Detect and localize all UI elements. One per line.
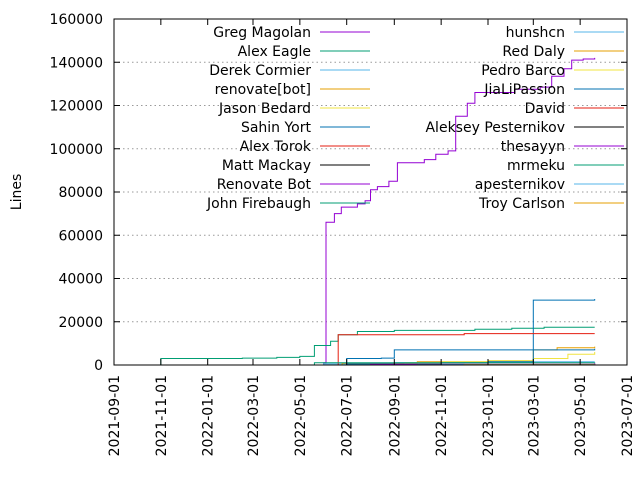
legend-label: Aleksey Pesternikov <box>425 120 565 136</box>
x-tick-label: 2021-09-01 <box>107 375 123 456</box>
series-line-6 <box>330 333 595 366</box>
y-tick-label: 120000 <box>50 99 103 115</box>
legend-label: Alex Eagle <box>238 44 311 60</box>
legend-label: Renovate Bot <box>217 177 312 193</box>
legend-label: mrmeku <box>507 158 565 174</box>
y-tick-label: 80000 <box>58 185 103 201</box>
x-tick-label: 2021-11-01 <box>154 375 170 456</box>
y-tick-label: 100000 <box>50 142 103 158</box>
grid-lines <box>114 61 627 323</box>
x-tick-label: 2023-05-01 <box>573 375 589 456</box>
legend-label: JiaLiPassion <box>483 82 565 98</box>
x-tick-label: 2022-11-01 <box>434 375 450 456</box>
y-tick-label: 20000 <box>58 315 103 331</box>
y-axis: 0 20000 40000 60000 80000 100000 120000 140000 1… <box>50 12 627 374</box>
x-tick-label: 2022-05-01 <box>293 375 309 456</box>
legend-label: Greg Magolan <box>213 25 311 41</box>
series-line-1 <box>155 326 595 366</box>
legend-label: Sahin Yort <box>241 120 312 136</box>
legend-label: Matt Mackay <box>222 158 311 174</box>
legend-label: David <box>525 101 565 117</box>
legend-label: renovate[bot] <box>215 82 311 98</box>
x-axis: 2021-09-01 2021-11-01 2022-01-01 2022-03-01… <box>107 19 636 456</box>
legend-label: John Firebaugh <box>206 196 311 212</box>
legend-label: thesayyn <box>501 139 565 155</box>
x-tick-label: 2023-03-01 <box>526 375 542 456</box>
y-tick-label: 60000 <box>58 228 103 244</box>
x-tick-label: 2022-09-01 <box>387 375 403 456</box>
y-tick-label: 0 <box>94 358 103 374</box>
y-tick-label: 40000 <box>58 272 103 288</box>
legend-label: Jason Bedard <box>218 101 311 117</box>
x-tick-label: 2023-01-01 <box>481 375 497 456</box>
y-tick-label: 160000 <box>50 12 103 28</box>
series-line-0 <box>299 57 596 366</box>
x-tick-label: 2022-07-01 <box>340 375 356 456</box>
x-tick-label: 2022-01-01 <box>201 375 217 456</box>
legend-label: hunshcn <box>506 25 565 41</box>
x-tick-label: 2023-07-01 <box>620 375 636 456</box>
legend-label: apesternikov <box>475 177 565 193</box>
legend-label: Derek Cormier <box>209 63 311 79</box>
y-tick-label: 140000 <box>50 55 103 71</box>
series-line-5 <box>299 299 596 366</box>
x-tick-label: 2022-03-01 <box>246 375 262 456</box>
y-axis-label: Lines <box>9 174 25 210</box>
legend-label: Alex Torok <box>240 139 312 155</box>
legend-label: Red Daly <box>502 44 565 60</box>
legend-label: Pedro Barco <box>481 63 565 79</box>
legend-label: Troy Carlson <box>478 196 565 212</box>
legend: Greg Magolan Alex Eagle Derek Cormier renov… <box>206 25 624 212</box>
